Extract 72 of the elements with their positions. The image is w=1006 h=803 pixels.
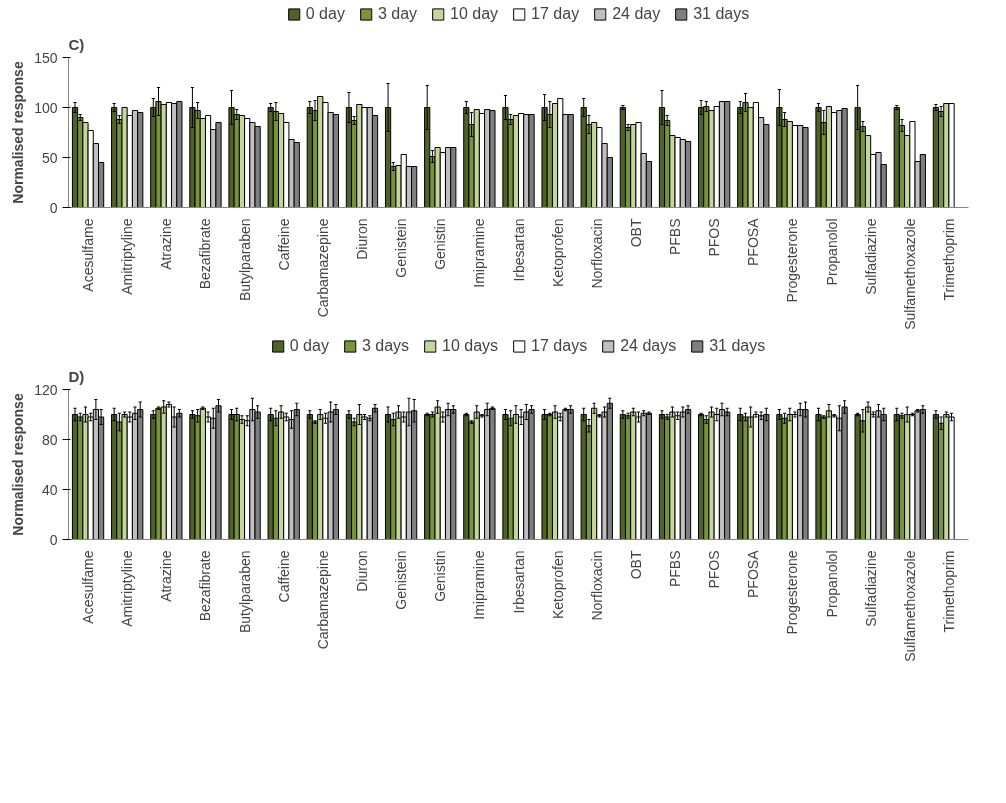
x-tick-label: Sulfadiazine	[862, 550, 879, 627]
x-tick-label: OBT	[627, 550, 644, 580]
legend-label: 17 day	[531, 5, 580, 23]
x-tick-label: Progesterone	[784, 550, 801, 635]
x-tick-label: Progesterone	[784, 218, 801, 303]
x-tick-label: Sulfamethoxazole	[901, 550, 918, 662]
x-tick-label: Amitriptyline	[119, 218, 136, 295]
x-tick-label: Acesulfame	[80, 218, 97, 292]
x-tick-label: PFOSA	[745, 217, 762, 266]
x-tick-label: Amitriptyline	[119, 550, 136, 627]
y-tick-label: 80	[41, 431, 58, 448]
y-tick-label: 150	[34, 49, 58, 66]
x-tick-label: Butylparaben	[236, 550, 253, 633]
x-tick-label: Bezafibrate	[197, 550, 214, 622]
x-tick-label: PFOSA	[745, 549, 762, 598]
y-axis-title: Normalised response	[10, 61, 27, 204]
x-tick-label: Genistin	[432, 550, 449, 602]
bar	[541, 414, 548, 540]
x-tick-label: PFOS	[706, 218, 723, 257]
x-tick-label: Sulfamethoxazole	[901, 218, 918, 330]
x-tick-label: Propanolol	[823, 218, 840, 286]
x-tick-label: PFOS	[706, 550, 723, 589]
x-tick-label: Sulfadiazine	[862, 218, 879, 295]
x-tick-label: Genistein	[393, 218, 410, 278]
x-tick-label: Butylparaben	[236, 218, 253, 301]
legend-label: 0 day	[305, 5, 345, 23]
x-tick-label: Caffeine	[275, 218, 292, 271]
x-tick-label: Acesulfame	[80, 550, 97, 624]
x-tick-label: Diuron	[353, 550, 370, 592]
x-tick-label: Diuron	[353, 218, 370, 260]
legend-label: 10 day	[450, 5, 499, 23]
y-tick-label: 0	[49, 199, 58, 216]
x-tick-label: Ketoprofen	[549, 218, 566, 287]
x-tick-label: Irbesartan	[510, 550, 527, 614]
x-tick-label: Imipramine	[471, 550, 488, 620]
x-tick-label: Norfloxacin	[588, 550, 605, 621]
y-tick-label: 40	[41, 481, 58, 498]
x-tick-label: OBT	[627, 218, 644, 248]
y-axis-title: Normalised response	[10, 393, 27, 536]
x-tick-label: Atrazine	[158, 218, 175, 270]
x-tick-label: Genistein	[393, 550, 410, 610]
legend-label: 17 days	[531, 337, 588, 355]
legend-label: 24 day	[612, 5, 661, 23]
x-tick-label: PFBS	[667, 550, 684, 588]
x-tick-label: Norfloxacin	[588, 218, 605, 289]
chart-title: D)	[68, 367, 85, 385]
x-tick-label: Atrazine	[158, 550, 175, 602]
legend-label: 24 days	[620, 337, 677, 355]
x-tick-label: Propanolol	[823, 550, 840, 618]
x-tick-label: Genistin	[432, 218, 449, 270]
legend-label: 31 days	[693, 5, 750, 23]
x-tick-label: Irbesartan	[510, 218, 527, 282]
y-tick-label: 120	[34, 381, 58, 398]
x-tick-label: Caffeine	[275, 550, 292, 603]
x-tick-label: Imipramine	[471, 218, 488, 288]
legend-label: 3 days	[361, 337, 410, 355]
y-tick-label: 100	[34, 99, 58, 116]
legend-label: 0 day	[289, 337, 329, 355]
legend-label: 31 days	[709, 337, 766, 355]
x-tick-label: PFBS	[667, 218, 684, 256]
x-tick-label: Trimethoprim	[940, 218, 957, 301]
y-tick-label: 50	[41, 149, 58, 166]
chart-title: C)	[68, 35, 85, 53]
y-tick-label: 0	[49, 531, 58, 548]
x-tick-label: Bezafibrate	[197, 218, 214, 290]
legend-label: 10 days	[442, 337, 499, 355]
x-tick-label: Ketoprofen	[549, 550, 566, 619]
x-tick-label: Carbamazepine	[314, 218, 331, 318]
x-tick-label: Trimethoprim	[940, 550, 957, 633]
bar	[854, 414, 861, 540]
x-tick-label: Carbamazepine	[314, 550, 331, 650]
legend-label: 3 day	[377, 5, 418, 23]
